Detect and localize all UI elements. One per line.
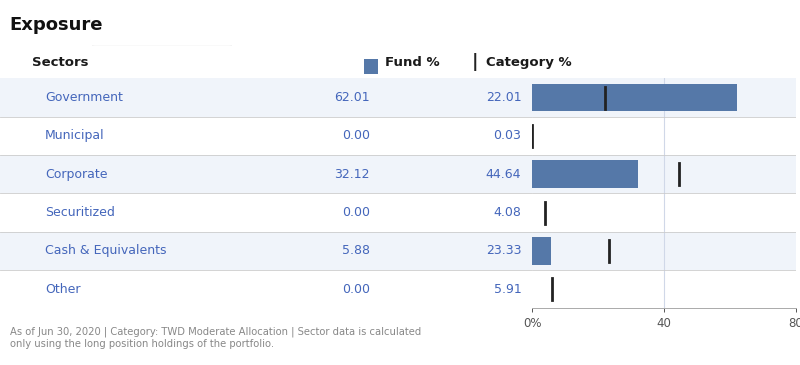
Text: 62.01: 62.01: [334, 91, 370, 104]
Text: 0.03: 0.03: [494, 130, 522, 142]
Text: Municipal: Municipal: [46, 130, 105, 142]
Text: 44.64: 44.64: [486, 168, 522, 181]
Text: 22.01: 22.01: [486, 91, 522, 104]
Text: 5.91: 5.91: [494, 283, 522, 296]
Text: 32.12: 32.12: [334, 168, 370, 181]
Bar: [0, 270, 532, 308]
Bar: [532, 78, 796, 117]
Bar: [0, 193, 532, 232]
Bar: [532, 117, 796, 155]
Text: vs. Category  ∨: vs. Category ∨: [118, 24, 206, 34]
Text: 0.00: 0.00: [342, 206, 370, 219]
FancyBboxPatch shape: [83, 12, 240, 47]
Text: Exposure: Exposure: [10, 16, 103, 34]
Text: Category %: Category %: [486, 55, 572, 69]
Text: As of Jun 30, 2020 | Category: TWD Moderate Allocation | Sector data is calculat: As of Jun 30, 2020 | Category: TWD Moder…: [10, 327, 421, 349]
Bar: [532, 237, 551, 265]
Bar: [532, 161, 638, 188]
Bar: [532, 193, 796, 232]
Text: 4.08: 4.08: [494, 206, 522, 219]
Text: Corporate: Corporate: [46, 168, 108, 181]
Text: 23.33: 23.33: [486, 245, 522, 257]
Text: Other: Other: [46, 283, 81, 296]
Text: Government: Government: [46, 91, 123, 104]
Text: |: |: [472, 53, 478, 71]
Text: Securitized: Securitized: [46, 206, 115, 219]
Text: Fund %: Fund %: [385, 55, 439, 69]
Bar: [0, 78, 532, 117]
Text: 0.00: 0.00: [342, 283, 370, 296]
Bar: [532, 270, 796, 308]
Text: 5.88: 5.88: [342, 245, 370, 257]
Text: Sectors: Sectors: [32, 55, 89, 69]
Bar: [0, 117, 532, 155]
Bar: [0, 232, 532, 270]
Bar: [532, 155, 796, 193]
Bar: [532, 84, 737, 111]
Bar: [532, 232, 796, 270]
Text: Cash & Equivalents: Cash & Equivalents: [46, 245, 166, 257]
Bar: [0, 155, 532, 193]
Text: 0.00: 0.00: [342, 130, 370, 142]
